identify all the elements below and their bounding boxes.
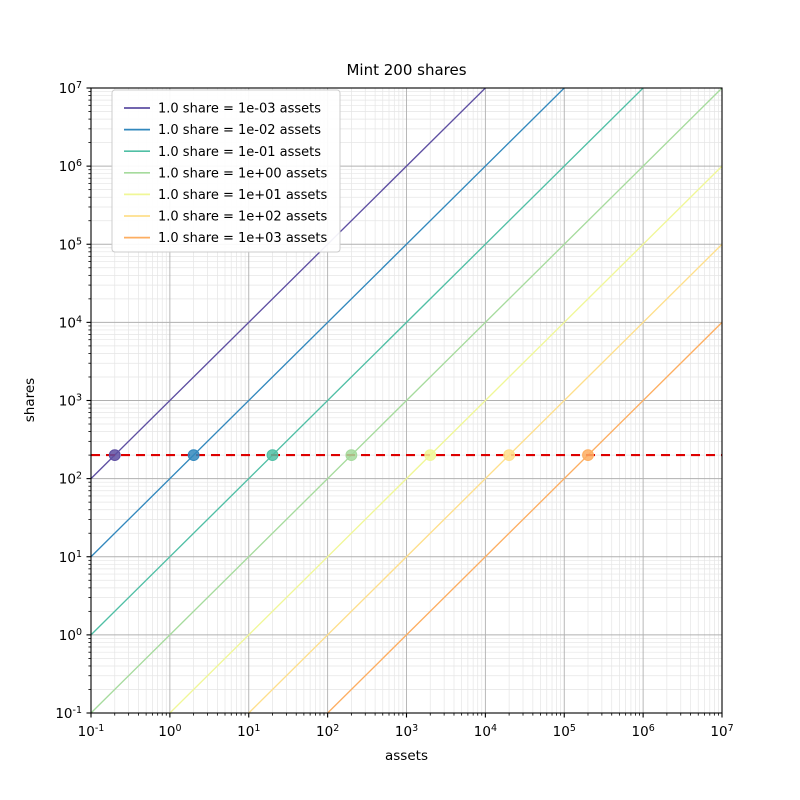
legend-box: [111, 89, 341, 253]
tick-label: 105: [59, 236, 82, 253]
legend-label-6: 1.0 share = 1e+03 assets: [158, 231, 327, 246]
tick-label: 103: [395, 723, 418, 740]
x-axis-tick-labels: 10-1 100 101 102 103 104 105 106 107: [78, 723, 734, 740]
tick-label: 102: [59, 471, 82, 488]
marker-point-1: [187, 449, 200, 462]
tick-label: 104: [474, 723, 497, 740]
legend-entries: 1.0 share = 1e-03 assets 1.0 share = 1e-0…: [124, 102, 327, 246]
series-line-4: [168, 165, 722, 713]
legend-label-3: 1.0 share = 1e+00 assets: [158, 166, 327, 181]
legend-label-4: 1.0 share = 1e+01 assets: [158, 188, 327, 203]
y-axis-label: shares: [22, 378, 38, 422]
marker-point-6: [582, 449, 594, 462]
tick-label: 106: [59, 158, 82, 175]
chart-title: Mint 200 shares: [346, 61, 466, 79]
legend-label-2: 1.0 share = 1e-01 assets: [158, 145, 321, 160]
marker-point-4: [424, 449, 437, 462]
tick-label: 106: [632, 723, 655, 740]
legend-label-1: 1.0 share = 1e-02 assets: [158, 123, 321, 138]
marker-point-2: [266, 449, 279, 462]
marker-point-3: [345, 449, 358, 462]
series-line-2: [91, 88, 645, 636]
tick-label: 103: [59, 393, 82, 410]
series-line-3: [91, 88, 722, 713]
x-axis-label: assets: [385, 748, 428, 764]
tick-label: 101: [59, 549, 82, 566]
tick-label: 101: [237, 723, 260, 740]
y-axis-ticks: [86, 87, 91, 714]
y-axis-tick-labels: 10-1 100 101 102 103 104 105 106 107: [55, 80, 82, 722]
legend-label-0: 1.0 share = 1e-03 assets: [158, 102, 321, 117]
tick-label: 100: [158, 723, 181, 740]
legend[interactable]: 1.0 share = 1e-03 assets 1.0 share = 1e-0…: [111, 89, 341, 253]
tick-label: 10-1: [78, 723, 105, 740]
marker-point-5: [503, 449, 516, 462]
legend-label-5: 1.0 share = 1e+02 assets: [158, 210, 327, 225]
series-line-6: [326, 321, 722, 713]
tick-label: 104: [59, 314, 82, 331]
series-line-5: [247, 243, 722, 713]
tick-label: 107: [710, 723, 733, 740]
x-axis-ticks: [90, 713, 723, 718]
series-line-0: [91, 88, 487, 480]
intersection-markers: [108, 449, 594, 462]
tick-label: 10-1: [55, 705, 82, 722]
marker-point-0: [108, 449, 121, 462]
series-lines: [91, 88, 722, 713]
tick-label: 100: [59, 627, 82, 644]
tick-label: 105: [553, 723, 576, 740]
tick-label: 107: [59, 80, 82, 97]
tick-label: 102: [316, 723, 339, 740]
